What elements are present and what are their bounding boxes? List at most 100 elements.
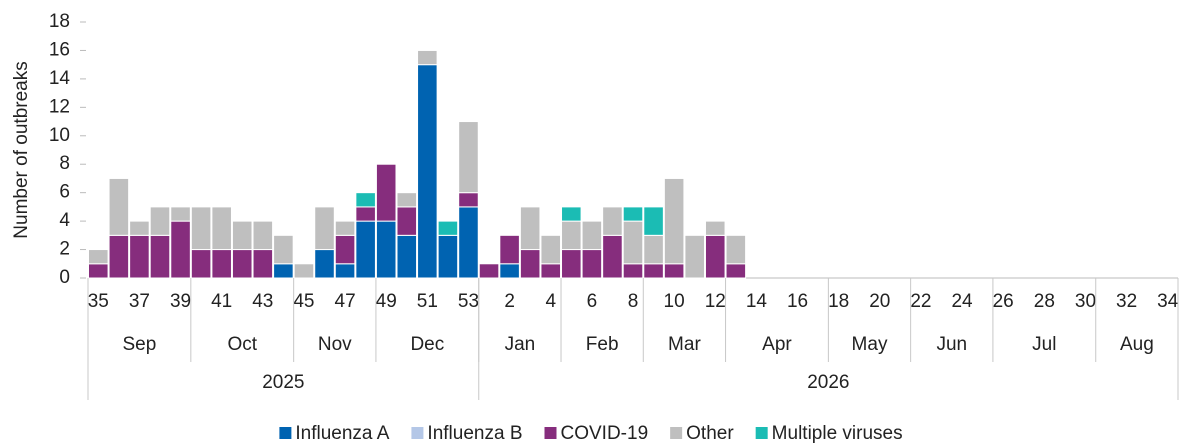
y-tick-label: 10 [49, 125, 70, 146]
legend-swatch [544, 427, 557, 439]
bar-segment [581, 249, 603, 279]
legend-label: COVID-19 [561, 423, 649, 444]
legend-label: Influenza A [295, 423, 389, 444]
bar-segment [499, 234, 520, 265]
bar-segment [314, 249, 335, 279]
x-tick-label: 45 [293, 291, 314, 312]
bar-segment [88, 263, 109, 279]
legend-label: Multiple viruses [772, 423, 903, 444]
bar-segment [540, 263, 562, 279]
bar-segment [643, 206, 664, 236]
bar-segment [396, 192, 418, 208]
bar-segment [88, 249, 109, 265]
bar-segment [704, 220, 726, 236]
x-tick-label: 24 [951, 291, 973, 312]
legend-swatch [755, 427, 768, 439]
bar-segment [417, 64, 438, 279]
x-tick-label: 32 [1116, 291, 1137, 312]
bar-segment [581, 220, 603, 251]
bar-segment [273, 263, 294, 279]
month-label: Sep [123, 334, 157, 355]
y-tick-label: 18 [49, 11, 70, 32]
bar-segment [704, 234, 726, 279]
bar-segment [170, 206, 191, 222]
bar-segment [622, 220, 644, 265]
bar-segment [622, 263, 644, 279]
bar-segment [519, 206, 541, 251]
bar-segment [437, 234, 459, 279]
legend-swatch [279, 427, 292, 439]
y-tick-label: 14 [49, 68, 71, 89]
x-tick-label: 51 [417, 291, 438, 312]
bar-segment [334, 234, 356, 265]
x-tick-label: 22 [910, 291, 931, 312]
y-tick-label: 8 [59, 153, 70, 174]
x-tick-label: 49 [376, 291, 397, 312]
month-label: Mar [668, 334, 701, 355]
bar-segment [334, 263, 356, 279]
bar-segment [355, 192, 376, 208]
bar-segment [190, 249, 212, 279]
x-tick-label: 14 [746, 291, 768, 312]
bar-segment [108, 177, 130, 236]
x-tick-label: 41 [211, 291, 232, 312]
month-label: Aug [1120, 334, 1154, 355]
x-tick-label: 53 [458, 291, 479, 312]
bar-segment [458, 206, 479, 279]
bar-segment [190, 206, 212, 251]
x-tick-label: 12 [705, 291, 726, 312]
bar-segment [273, 234, 294, 265]
month-label: Oct [227, 334, 257, 355]
x-tick-label: 26 [993, 291, 1014, 312]
month-label: May [852, 334, 888, 355]
month-label: Apr [762, 334, 792, 355]
bar-segment [355, 220, 376, 279]
x-tick-label: 37 [129, 291, 150, 312]
bar-segment [663, 263, 685, 279]
bar-segment [231, 249, 253, 279]
x-tick-label: 34 [1157, 291, 1179, 312]
bar-segment [478, 263, 500, 279]
x-tick-label: 2 [504, 291, 515, 312]
month-label: Jan [505, 334, 536, 355]
bar-segment [396, 206, 418, 236]
bar-segment [129, 220, 150, 236]
y-tick-label: 12 [49, 96, 70, 117]
bar-segment [561, 206, 582, 222]
bar-segment [643, 234, 664, 265]
y-tick-label: 16 [49, 39, 70, 60]
year-label: 2025 [262, 372, 304, 393]
bar-segment [149, 234, 171, 279]
bar-segment [499, 263, 520, 279]
bar-segment [561, 220, 582, 251]
y-tick-label: 6 [59, 182, 70, 203]
bar-segment [149, 206, 171, 236]
bar-segment [602, 206, 623, 236]
bar-segment [252, 220, 274, 251]
x-tick-label: 47 [335, 291, 356, 312]
bar-segment [458, 121, 479, 194]
year-label: 2026 [807, 372, 849, 393]
month-label: Dec [410, 334, 444, 355]
bar-segment [211, 206, 232, 251]
bar-segment [540, 234, 562, 265]
bar-segment [458, 192, 479, 208]
bar-segment [170, 220, 191, 279]
bar-segment [293, 263, 315, 279]
x-tick-label: 20 [869, 291, 890, 312]
y-tick-label: 2 [59, 239, 70, 260]
x-tick-label: 10 [664, 291, 685, 312]
x-tick-label: 18 [828, 291, 849, 312]
bar-segment [417, 49, 438, 66]
legend-label: Influenza B [427, 423, 522, 444]
bar-segment [355, 206, 376, 222]
x-tick-label: 35 [88, 291, 109, 312]
bar-segment [334, 220, 356, 236]
y-tick-label: 4 [59, 210, 70, 231]
bar-segment [231, 220, 253, 251]
month-label: Jun [936, 334, 967, 355]
bar-segment [622, 206, 644, 222]
bar-segment [663, 177, 685, 265]
bar-segment [211, 249, 232, 279]
bar-segment [437, 220, 459, 236]
